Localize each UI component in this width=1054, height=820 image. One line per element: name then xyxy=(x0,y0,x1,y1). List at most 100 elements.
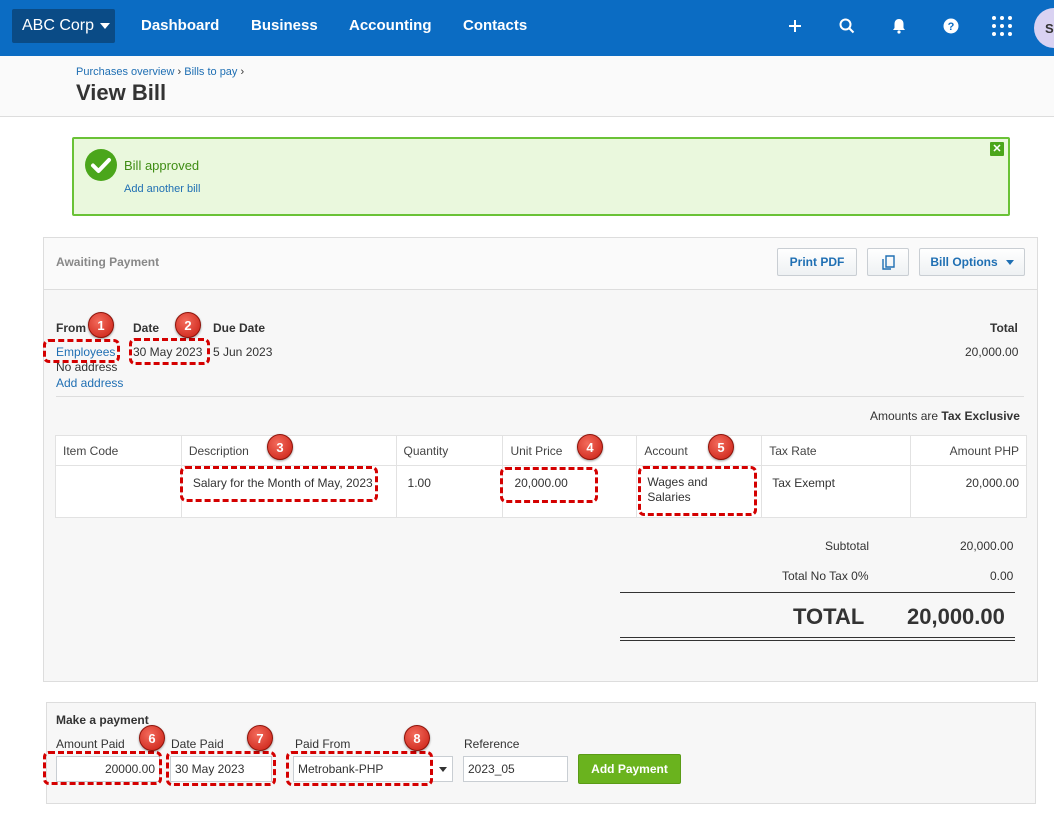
add-another-bill-link[interactable]: Add another bill xyxy=(124,183,201,195)
col-item-code: Item Code xyxy=(55,435,182,466)
col-tax-rate: Tax Rate xyxy=(761,435,912,466)
make-payment-title: Make a payment xyxy=(56,713,149,727)
annotation-badge: 6 xyxy=(139,725,165,751)
date-paid-label: Date Paid xyxy=(171,737,224,751)
paid-from-select[interactable]: Metrobank-PHP xyxy=(293,756,453,782)
annotation-badge: 3 xyxy=(267,434,293,460)
no-tax-label: Total No Tax 0% xyxy=(782,569,869,583)
nav-accounting[interactable]: Accounting xyxy=(349,17,432,34)
summary-divider xyxy=(620,640,1015,641)
annotation-box xyxy=(638,466,757,516)
add-payment-button[interactable]: Add Payment xyxy=(578,754,681,784)
org-switcher-button[interactable]: ABC Corp xyxy=(12,9,115,43)
total-amount: 20,000.00 xyxy=(965,345,1019,359)
annotation-box xyxy=(180,466,378,502)
contact-link[interactable]: Employees xyxy=(56,345,116,359)
cell-quantity: 1.00 xyxy=(395,465,504,518)
nav-business[interactable]: Business xyxy=(251,17,318,34)
copy-icon xyxy=(881,254,895,270)
annotation-badge: 2 xyxy=(175,312,201,338)
apps-grid-icon[interactable] xyxy=(990,14,1014,38)
due-date-label: Due Date xyxy=(213,321,266,335)
add-payment-label: Add Payment xyxy=(591,762,668,776)
dropdown-arrow-icon xyxy=(439,767,447,772)
col-quantity: Quantity xyxy=(395,435,504,466)
subtotal-label: Subtotal xyxy=(825,539,870,553)
bill-options-label: Bill Options xyxy=(930,255,998,269)
summary-divider xyxy=(620,592,1015,593)
date-paid-input[interactable]: 30 May 2023 xyxy=(170,756,272,782)
annotation-box xyxy=(286,751,433,786)
annotation-badge: 7 xyxy=(247,725,273,751)
summary-divider xyxy=(620,637,1015,638)
amount-paid-input[interactable]: 20000.00 xyxy=(56,756,160,782)
search-icon[interactable] xyxy=(835,14,859,38)
avatar-initial: S xyxy=(1045,20,1054,36)
subtotal-value: 20,000.00 xyxy=(960,539,1014,553)
divider xyxy=(56,396,1024,397)
alert-message: Bill approved xyxy=(124,158,200,173)
bell-icon[interactable] xyxy=(887,14,911,38)
paid-from-value: Metrobank-PHP xyxy=(298,762,384,776)
cell-item-code xyxy=(55,465,182,518)
date-label: Date xyxy=(133,321,160,335)
amounts-are-text: Amounts are Tax Exclusive xyxy=(870,409,1020,423)
cell-unit-price: 20,000.00 xyxy=(502,465,638,518)
amount-paid-label: Amount Paid xyxy=(56,737,125,751)
page-header: Purchases overview › Bills to pay › View… xyxy=(0,56,1054,117)
bill-status: Awaiting Payment xyxy=(56,255,160,269)
breadcrumb: Purchases overview › Bills to pay › xyxy=(76,66,244,78)
bill-toolbar: Awaiting Payment Print PDF Bill Options xyxy=(44,238,1037,290)
annotation-badge: 8 xyxy=(404,725,430,751)
close-icon[interactable]: ✕ xyxy=(990,142,1004,156)
col-unit-price: Unit Price xyxy=(502,435,638,466)
avatar[interactable]: S xyxy=(1034,8,1054,48)
print-pdf-button[interactable]: Print PDF xyxy=(777,248,857,276)
copy-button[interactable] xyxy=(867,248,909,276)
annotation-box xyxy=(129,338,210,365)
bill-date: 30 May 2023 xyxy=(133,345,203,359)
cell-description: Salary for the Month of May, 2023 xyxy=(180,465,397,518)
total-label: Total xyxy=(990,321,1018,335)
from-label: From xyxy=(56,321,86,335)
bill-options-button[interactable]: Bill Options xyxy=(919,248,1025,276)
breadcrumb-bills-to-pay[interactable]: Bills to pay xyxy=(184,66,238,78)
reference-label: Reference xyxy=(464,737,520,751)
caret-down-icon xyxy=(100,23,111,29)
org-name: ABC Corp xyxy=(22,17,95,34)
checkmark-icon xyxy=(85,149,117,181)
nav-contacts[interactable]: Contacts xyxy=(463,17,528,34)
cell-tax-rate: Tax Exempt xyxy=(761,465,912,518)
reference-input[interactable]: 2023_05 xyxy=(463,756,568,782)
annotation-box xyxy=(166,751,276,786)
tax-mode: Tax Exclusive xyxy=(941,409,1020,423)
breadcrumb-separator: › xyxy=(240,66,245,78)
top-nav: ABC Corp Dashboard Business Accounting C… xyxy=(0,0,1054,56)
plus-icon[interactable] xyxy=(783,14,807,38)
cell-account: Wages and Salaries xyxy=(636,465,763,518)
annotation-box xyxy=(43,751,162,785)
reference-value: 2023_05 xyxy=(468,762,515,776)
col-account: Account xyxy=(636,435,763,466)
no-tax-value: 0.00 xyxy=(990,569,1014,583)
amounts-are-label: Amounts are xyxy=(870,409,939,423)
help-icon[interactable]: ? xyxy=(939,14,963,38)
grand-total-label: TOTAL xyxy=(793,604,865,629)
annotation-box xyxy=(500,467,598,503)
success-alert: Bill approved Add another bill ✕ xyxy=(72,137,1010,216)
breadcrumb-purchases-overview[interactable]: Purchases overview xyxy=(76,66,175,78)
table-row: Salary for the Month of May, 2023 1.00 2… xyxy=(55,465,1027,518)
bill-panel: Awaiting Payment Print PDF Bill Options … xyxy=(43,237,1038,682)
add-address-link[interactable]: Add address xyxy=(56,376,124,390)
cell-amount: 20,000.00 xyxy=(910,465,1027,518)
caret-down-icon xyxy=(1005,259,1014,265)
annotation-badge: 1 xyxy=(88,312,114,338)
annotation-badge: 4 xyxy=(577,434,603,460)
amount-paid-value: 20000.00 xyxy=(104,762,155,776)
annotation-box xyxy=(43,339,120,363)
table-header-row: Item Code Description Quantity Unit Pric… xyxy=(55,435,1027,466)
nav-dashboard[interactable]: Dashboard xyxy=(141,17,220,34)
date-paid-value: 30 May 2023 xyxy=(175,762,245,776)
due-date: 5 Jun 2023 xyxy=(213,345,273,359)
col-amount: Amount PHP xyxy=(910,435,1027,466)
